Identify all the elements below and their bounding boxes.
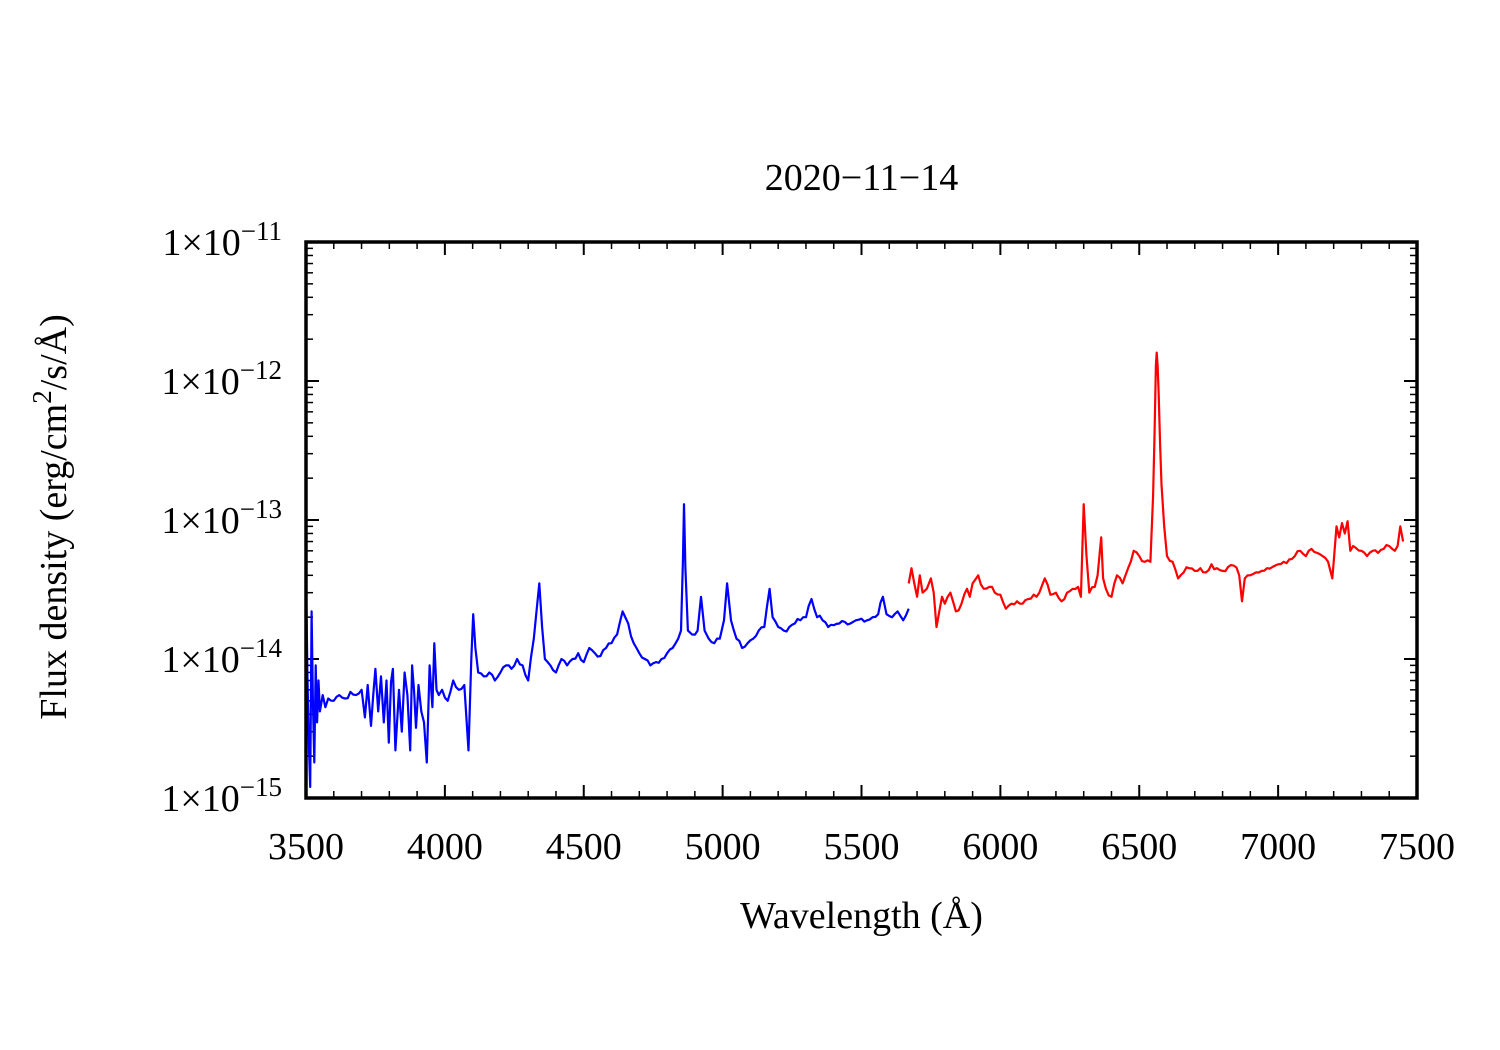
y-tick-base: 1×10 bbox=[161, 361, 239, 403]
y-tick-label: 1×10−14 bbox=[161, 633, 282, 681]
y-tick-exponent: −14 bbox=[240, 633, 283, 663]
tick-marks bbox=[305, 241, 1418, 799]
y-tick-base: 1×10 bbox=[161, 639, 239, 681]
y-tick-base: 1×10 bbox=[161, 778, 239, 820]
y-tick-exponent: −11 bbox=[241, 216, 282, 246]
tick-labels: 3500 4000 4500 5000 5500 6000 6500 7000 7500 1×10… bbox=[161, 216, 1455, 868]
y-axis-label: Flux density (erg/cm2/s/Å) bbox=[27, 314, 75, 719]
x-tick-label: 4500 bbox=[546, 826, 622, 868]
spectrum-series-line bbox=[304, 503, 910, 789]
y-tick-base: 1×10 bbox=[161, 500, 239, 542]
y-axis-label-superscript: 2 bbox=[27, 390, 57, 404]
y-tick-label: 1×10−12 bbox=[161, 355, 282, 403]
x-tick-label: 6000 bbox=[962, 826, 1038, 868]
x-tick-label: 5500 bbox=[824, 826, 900, 868]
x-tick-label: 6500 bbox=[1101, 826, 1177, 868]
plot-frame bbox=[304, 240, 1419, 800]
y-tick-label: 1×10−11 bbox=[162, 216, 282, 264]
y-tick-exponent: −15 bbox=[240, 772, 282, 802]
x-tick-label: 3500 bbox=[268, 826, 344, 868]
x-tick-label: 4000 bbox=[407, 826, 483, 868]
x-tick-label: 5000 bbox=[685, 826, 761, 868]
x-tick-label: 7500 bbox=[1379, 826, 1455, 868]
x-axis-label: Wavelength (Å) bbox=[740, 895, 983, 937]
y-tick-base: 1×10 bbox=[162, 222, 240, 264]
series-layer bbox=[304, 351, 1405, 789]
chart-title: 2020−11−14 bbox=[765, 157, 958, 199]
y-tick-exponent: −13 bbox=[240, 494, 282, 524]
spectrum-series-line bbox=[907, 351, 1405, 629]
x-tick-label: 7000 bbox=[1240, 826, 1316, 868]
y-axis-label-unit: /s/Å) bbox=[33, 314, 75, 390]
y-tick-exponent: −12 bbox=[240, 355, 282, 385]
y-tick-label: 1×10−15 bbox=[161, 772, 282, 820]
y-tick-label: 1×10−13 bbox=[161, 494, 282, 542]
y-axis-label-main: Flux density (erg/cm bbox=[33, 404, 75, 720]
